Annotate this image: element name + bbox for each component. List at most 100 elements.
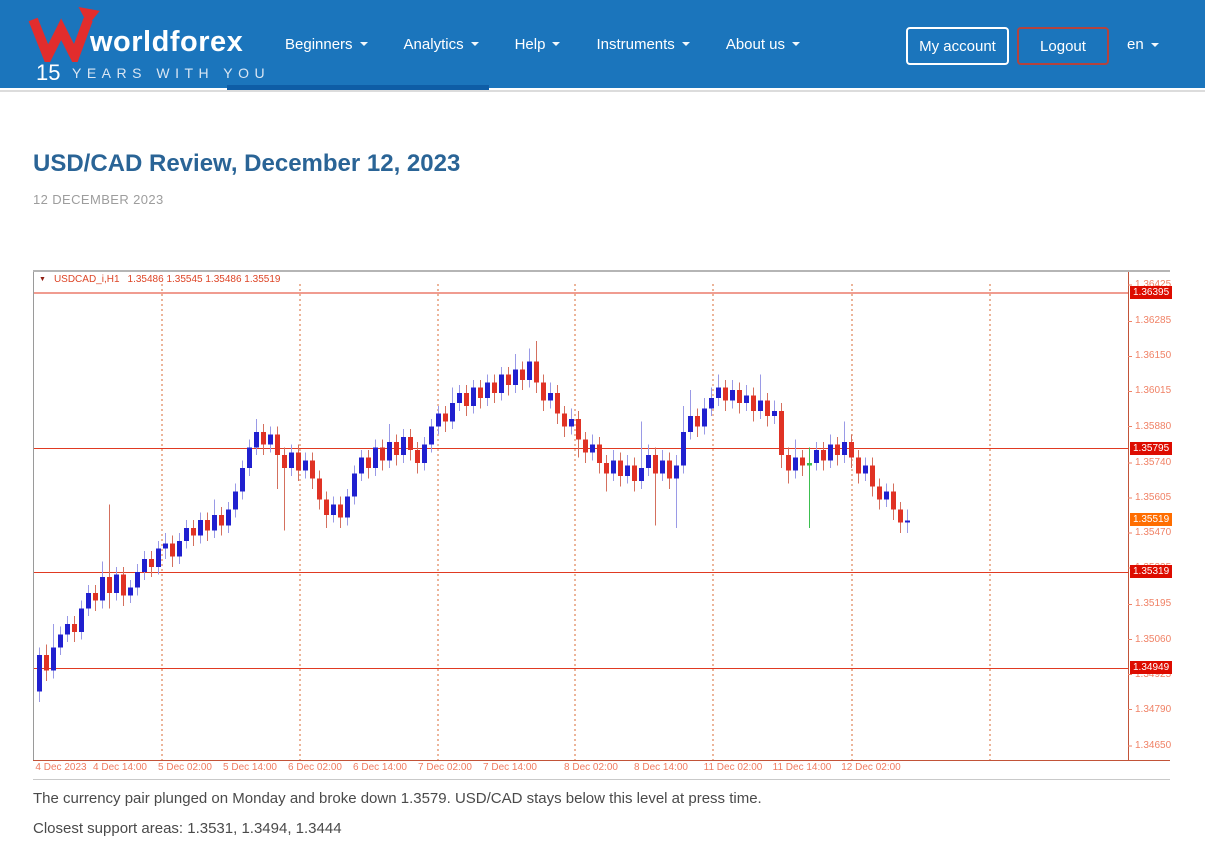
- candle-body: [114, 574, 119, 593]
- candle-body: [506, 374, 511, 385]
- candle-body: [289, 452, 294, 469]
- candle-body: [835, 444, 840, 456]
- chart-canvas: [33, 270, 1170, 780]
- candle-body: [562, 413, 567, 427]
- candle-body: [380, 447, 385, 461]
- candle-body: [247, 447, 252, 469]
- article-date: 12 DECEMBER 2023: [33, 192, 164, 207]
- nav-item-instruments[interactable]: Instruments: [596, 36, 690, 53]
- candle-body: [282, 455, 287, 469]
- candle-body: [688, 416, 693, 432]
- chevron-down-icon: [359, 42, 368, 46]
- candle-body: [359, 457, 364, 474]
- candle-body: [471, 387, 476, 406]
- candle-body: [254, 431, 259, 448]
- candle-body: [800, 457, 805, 466]
- candle-body: [198, 520, 203, 536]
- candle-body: [891, 491, 896, 510]
- candle-body: [618, 460, 623, 476]
- candle-body: [492, 382, 497, 393]
- candle-body: [443, 413, 448, 422]
- candle-body: [849, 442, 854, 458]
- candle-body: [744, 395, 749, 404]
- candle-body: [233, 491, 238, 510]
- header-divider: [0, 90, 1205, 92]
- candle-body: [65, 623, 70, 635]
- candle-body: [268, 434, 273, 445]
- candle-body: [730, 390, 735, 401]
- nav-item-about-us[interactable]: About us: [726, 36, 801, 53]
- candle-body: [184, 527, 189, 541]
- candle-body: [590, 444, 595, 453]
- candle-body: [331, 504, 336, 515]
- candle-body: [261, 431, 266, 445]
- candle-body: [723, 387, 728, 401]
- candle-body: [569, 418, 574, 427]
- candle-body: [37, 655, 42, 692]
- header-active-underline: [227, 85, 489, 90]
- my-account-button[interactable]: My account: [906, 27, 1009, 65]
- candle-body: [72, 623, 77, 632]
- site-header: worldforex 15 YEARS WITH YOU Beginners A…: [0, 0, 1205, 88]
- nav-item-beginners[interactable]: Beginners: [285, 36, 368, 53]
- candle-body: [100, 577, 105, 601]
- language-switcher[interactable]: en: [1127, 36, 1159, 53]
- chevron-down-icon: [681, 42, 690, 46]
- candle-body: [828, 444, 833, 461]
- candle-body: [226, 509, 231, 526]
- candle-body: [366, 457, 371, 469]
- candle-body: [653, 455, 658, 474]
- chevron-down-icon: [470, 42, 479, 46]
- candle-body: [758, 400, 763, 411]
- candle-body: [79, 608, 84, 632]
- candle-body: [135, 572, 140, 588]
- candle-body: [821, 449, 826, 461]
- candle-body: [317, 478, 322, 500]
- nav-item-label: Beginners: [285, 35, 353, 53]
- candle-body: [667, 460, 672, 479]
- candle-body: [387, 442, 392, 461]
- candle-body: [751, 395, 756, 411]
- candle-body: [786, 455, 791, 471]
- candle-body: [485, 382, 490, 398]
- candle-body: [779, 410, 784, 456]
- candle-body: [632, 465, 637, 482]
- candle-body: [191, 527, 196, 536]
- logo-w-icon[interactable]: [26, 6, 104, 62]
- nav-item-help[interactable]: Help: [515, 36, 561, 53]
- chevron-down-icon: [552, 42, 561, 46]
- candle-body: [660, 460, 665, 474]
- candle-body: [695, 416, 700, 427]
- candle-body: [107, 577, 112, 593]
- candle-body: [345, 496, 350, 518]
- candle-body: [548, 392, 553, 401]
- brand-name[interactable]: worldforex: [90, 26, 244, 58]
- candle-body: [793, 457, 798, 471]
- candle-body: [170, 543, 175, 557]
- candle-body: [219, 514, 224, 526]
- language-label: en: [1127, 36, 1144, 53]
- logout-button[interactable]: Logout: [1017, 27, 1109, 65]
- candle-body: [870, 465, 875, 487]
- candle-body: [772, 410, 777, 417]
- candle-body: [457, 392, 462, 404]
- nav-item-analytics[interactable]: Analytics: [404, 36, 479, 53]
- candle-body: [842, 442, 847, 456]
- candle-body: [611, 460, 616, 474]
- candle-body: [58, 634, 63, 648]
- candle-body: [898, 509, 903, 523]
- candle-body: [583, 439, 588, 453]
- candle-body: [212, 514, 217, 531]
- candle-body: [429, 426, 434, 445]
- page-title: USD/CAD Review, December 12, 2023: [33, 150, 461, 177]
- candle-body: [877, 486, 882, 500]
- candle-body: [527, 361, 532, 380]
- candle-body: [422, 444, 427, 463]
- chevron-down-icon: [1150, 42, 1159, 47]
- candle-body: [156, 548, 161, 567]
- candle-body: [128, 587, 133, 596]
- candle-body: [863, 465, 868, 474]
- candle-body: [240, 468, 245, 492]
- candle-body: [884, 491, 889, 500]
- candle-body: [513, 369, 518, 385]
